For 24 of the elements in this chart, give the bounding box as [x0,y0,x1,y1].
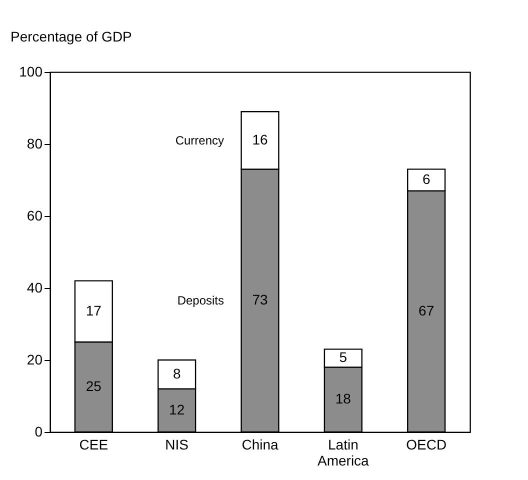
data-label: 12 [169,401,185,418]
x-tick-label: Latin America [317,436,370,468]
data-label: 25 [86,378,102,394]
y-tick-label: 40 [26,280,43,296]
y-tick-label: 0 [34,424,43,440]
series-label: Deposits [177,294,224,308]
x-tick-label: CEE [79,436,108,452]
data-label: 67 [418,302,434,318]
data-label: 6 [422,171,430,187]
data-label: 73 [252,292,268,308]
data-label: 8 [172,365,181,382]
data-label: 16 [252,131,268,148]
y-tick-label: 20 [26,352,43,368]
y-tick-label: 80 [26,136,43,152]
y-tick-label: 60 [26,208,43,224]
x-tick-label: OECD [406,436,447,452]
series-label: Currency [175,133,224,148]
x-tick-label: NIS [165,436,189,452]
data-label: 5 [339,349,348,366]
data-label: 18 [335,390,352,407]
y-axis-title: Percentage of GDP [10,28,132,44]
data-label: 17 [86,302,102,318]
y-tick-label: 100 [19,64,43,80]
x-tick-label: China [242,436,278,452]
